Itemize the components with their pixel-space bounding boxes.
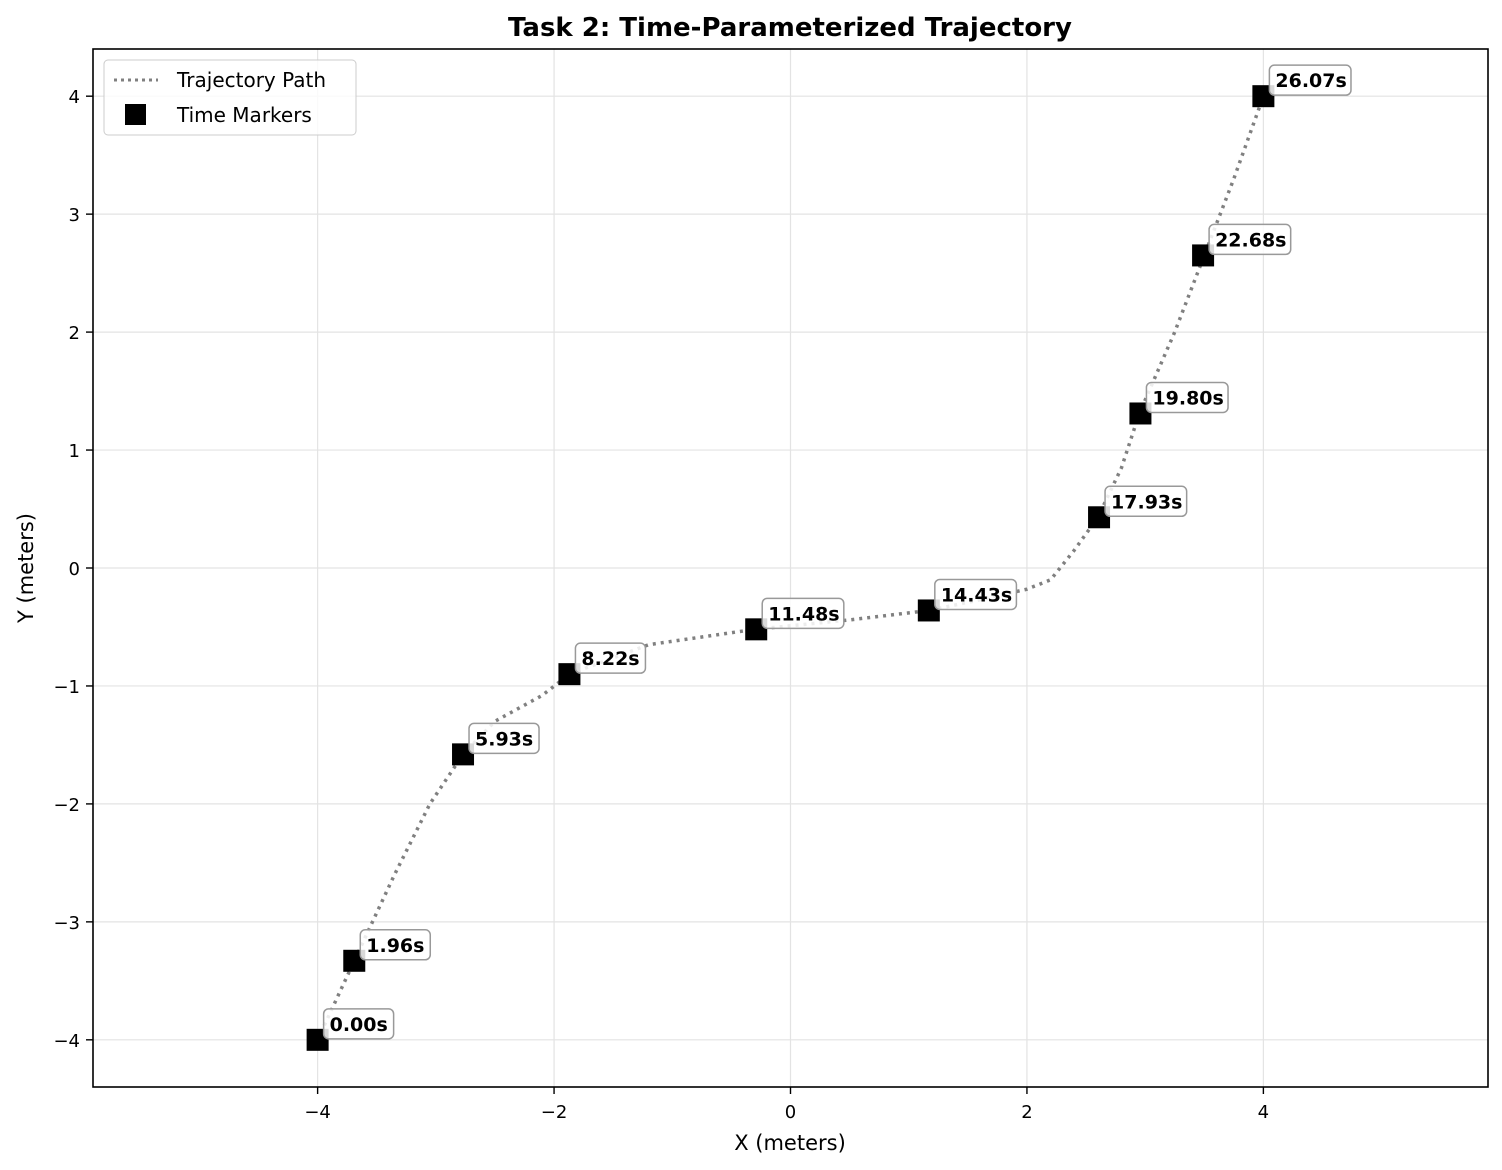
time-annotation-box [1104, 485, 1188, 518]
y-tick-label: −4 [53, 1031, 80, 1052]
time-annotation: 26.07s [1268, 64, 1352, 96]
y-tick-label: −2 [53, 795, 80, 816]
y-tick-label: 4 [69, 87, 80, 108]
time-annotations-layer: 0.00s 1.96s 5.93s 8.22s 11.48s 14.43s 17.93s 19… [322, 64, 1352, 1040]
time-annotation-box [468, 722, 540, 755]
time-annotation-box [1145, 381, 1229, 414]
legend-marker-label: Time Markers [176, 103, 312, 127]
y-tick-label: 3 [69, 205, 80, 226]
legend-marker-swatch [125, 104, 146, 125]
time-annotation-label: 11.48s [768, 603, 839, 625]
y-tick-label: −1 [53, 677, 80, 698]
time-annotation: 22.68s [1208, 223, 1292, 256]
time-annotation-box [761, 597, 845, 630]
time-annotation-box [1268, 64, 1352, 96]
x-axis-label: X (meters) [734, 1131, 846, 1155]
y-tick-label: −3 [53, 913, 80, 934]
time-annotation-box [322, 1008, 395, 1040]
legend: Trajectory Path Time Markers [103, 59, 357, 136]
x-tick-label: 2 [1021, 1102, 1032, 1123]
time-annotation: 11.48s [761, 597, 845, 630]
time-annotation-label: 0.00s [330, 1014, 388, 1036]
time-annotation-label: 22.68s [1215, 229, 1286, 251]
time-annotation-label: 1.96s [366, 935, 424, 957]
time-annotation-label: 26.07s [1275, 70, 1346, 92]
time-annotation: 5.93s [468, 722, 540, 755]
x-tick-label: 0 [785, 1102, 796, 1123]
time-annotation-label: 8.22s [581, 648, 639, 670]
time-annotation-label: 17.93s [1111, 491, 1182, 513]
time-annotation: 8.22s [574, 642, 647, 674]
x-tick-label: −2 [541, 1102, 568, 1123]
time-annotation: 19.80s [1145, 381, 1229, 414]
y-axis-label: Y (meters) [14, 513, 38, 624]
time-annotation-box [574, 642, 647, 674]
y-tick-label: 1 [69, 441, 80, 462]
legend-box [103, 59, 357, 136]
time-annotation-label: 5.93s [475, 728, 533, 750]
time-annotation-box [359, 929, 432, 961]
time-annotation: 1.96s [359, 929, 432, 961]
time-annotation-box [934, 578, 1018, 611]
x-axis-ticks: −4 −2 0 2 4 [304, 1087, 1269, 1123]
chart-title: Task 2: Time-Parameterized Trajectory [508, 13, 1072, 43]
x-tick-label: −4 [304, 1102, 331, 1123]
time-annotation-label: 19.80s [1152, 387, 1223, 409]
y-tick-label: 0 [69, 559, 80, 580]
x-tick-label: 4 [1258, 1102, 1269, 1123]
time-annotation: 17.93s [1104, 485, 1188, 518]
time-annotation-box [1208, 223, 1292, 256]
y-tick-label: 2 [69, 323, 80, 344]
legend-path-label: Trajectory Path [176, 68, 326, 92]
time-annotation: 14.43s [934, 578, 1018, 611]
time-annotation: 0.00s [322, 1008, 395, 1040]
y-axis-ticks: −4 −3 −2 −1 0 1 2 3 4 [53, 87, 93, 1052]
time-annotation-label: 14.43s [941, 584, 1012, 606]
